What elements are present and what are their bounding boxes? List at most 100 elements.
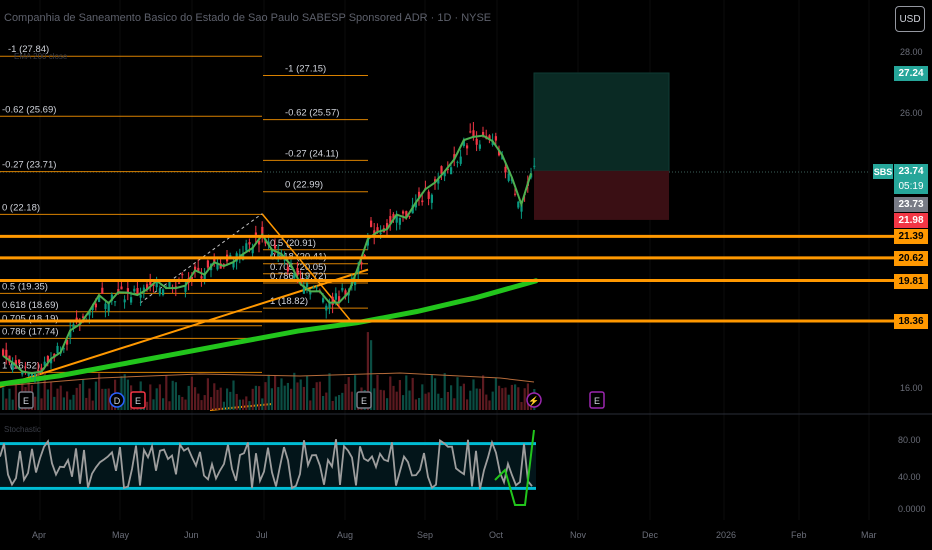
volume-bar [306,375,309,410]
volume-bar [475,388,478,410]
event-marker-label: E [594,396,600,406]
volume-bar [37,373,40,410]
candle-body [72,324,75,329]
fib-left-label: -0.27 (23.71) [2,160,56,171]
volume-bar [462,383,465,410]
candle-body [69,330,72,338]
volume-bar [488,400,491,410]
volume-bar [418,397,421,410]
candle-body [302,285,305,294]
candle-body [482,132,485,136]
fib-left-label: -1 (27.84) [8,44,49,55]
volume-bar [155,388,158,410]
candle-body [254,232,257,237]
ticker-badge: SBS [873,164,893,179]
fib-left-label: -0.62 (25.69) [2,104,56,115]
candle-body [514,193,517,195]
volume-bar [379,389,382,410]
volume-bar [354,375,357,410]
fib-right-label: 0.786 (19.72) [270,271,327,282]
volume-bar [264,382,267,410]
candle-body [520,204,523,212]
volume-bar [197,393,200,410]
candle-body [395,214,398,223]
volume-bar [226,388,229,410]
volume-bar [126,379,129,410]
candle-body [398,217,401,225]
candle-body [40,367,43,372]
candle-body [2,349,5,356]
volume-bar [62,397,65,410]
volume-bar [75,387,78,410]
volume-bar [398,380,401,410]
candle-body [88,311,91,316]
volume-bar [443,373,446,410]
volume-bar [267,374,270,410]
volume-bar [344,384,347,410]
x-tick-label: May [112,530,130,540]
volume-bar [219,387,222,410]
volume-bar [14,384,17,410]
volume-bar [238,399,241,410]
volume-bar [350,391,353,410]
volume-bar [8,388,11,410]
candle-body [293,273,296,279]
volume-bar [251,388,254,410]
candle-body [392,214,395,219]
candle-body [136,288,139,296]
volume-bar [270,388,273,410]
volume-bar [370,340,373,410]
ema-line [0,278,539,387]
event-marker-label: E [361,396,367,406]
volume-bar [376,374,379,410]
volume-bar [229,391,232,410]
volume-bar [498,385,501,410]
volume-bar [184,399,187,410]
candle-body [206,260,209,268]
candle-body [347,292,350,296]
earnings-marker [589,391,605,409]
bar-countdown: 05:19 [894,179,928,194]
candle-body [334,293,337,300]
volume-bar [459,386,462,410]
event-marker-label: ⚡ [528,395,539,407]
stoch-line [0,438,533,490]
x-tick-label: Jun [184,530,199,540]
candle-body [110,294,113,301]
volume-bar [450,385,453,410]
candle-body [155,280,158,288]
candle-body [494,136,497,141]
earnings-marker [18,391,34,409]
fib-right-label: -1 (27.15) [285,64,326,75]
candle-body [149,280,152,286]
candle-body [213,257,216,263]
volume-bar [302,386,305,410]
fib-right-label: 1 (18.82) [270,296,308,307]
volume-bar [158,384,161,410]
candle-body [37,369,40,371]
candle-body [453,154,456,160]
volume-bar [293,372,296,410]
price-tag-level: 19.81 [894,273,928,289]
currency-button[interactable]: USD [895,6,925,32]
fib-left-label: 0 (22.18) [2,202,40,213]
volume-bar [456,377,459,410]
candle-body [354,279,357,286]
volume-bar [174,382,177,410]
x-tick-label: Feb [791,530,807,540]
candle-body [130,297,133,303]
candle-body [270,249,273,256]
candle-body [379,232,382,234]
volume-bar [149,384,152,410]
volume-bar [395,391,398,410]
earnings-marker [356,391,372,409]
candle-body [14,360,17,368]
candle-body [331,296,334,305]
volume-bar [5,398,8,410]
candle-body [126,288,129,293]
candle-body [104,303,107,309]
volume-bar [78,383,81,410]
volume-bar [296,382,299,410]
volume-bar [104,388,107,410]
